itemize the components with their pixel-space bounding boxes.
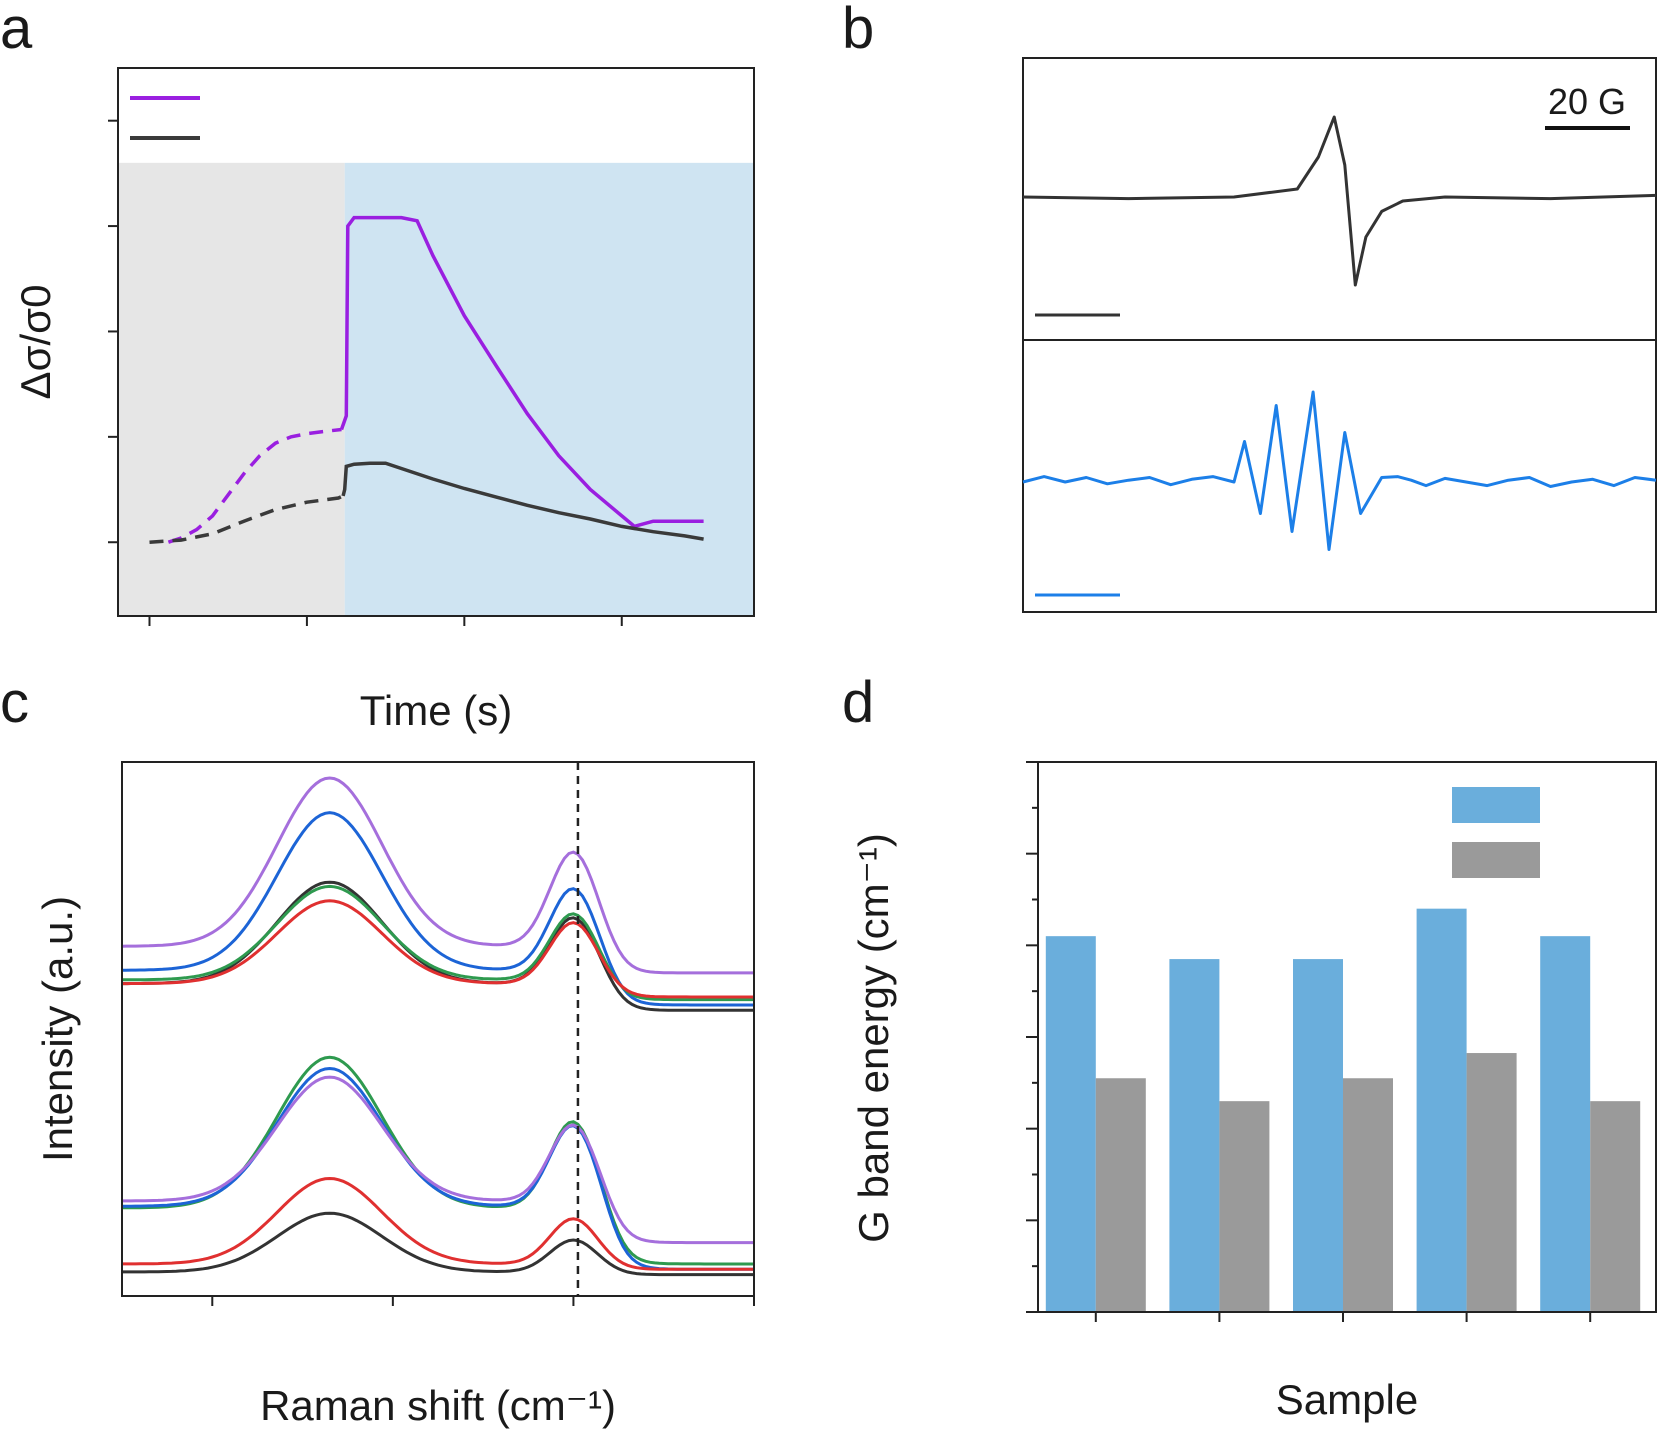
series-line-thick-film-dashed	[149, 494, 344, 544]
bar-in-ar-sample-3	[1343, 1078, 1393, 1312]
panel-d-xlabel: Sample	[1276, 1376, 1418, 1423]
panel-a-ylabel: Δσ/σ0	[12, 285, 59, 400]
raman-spectrum-ar-1	[121, 776, 754, 975]
raman-spectrum-ar-3	[122, 880, 754, 1012]
bar-in-air-sample-1	[1045, 936, 1096, 1312]
scale-bar-label: 20 G	[1548, 81, 1626, 122]
panel-label-a: a	[0, 0, 33, 61]
series-line-cation-radical	[1022, 115, 1657, 287]
panel-b-bottom-frame	[1022, 339, 1657, 613]
legend-swatch	[1452, 787, 1540, 823]
panel-c-chart: Raman shift (cm⁻¹) Intensity (a.u.)	[34, 761, 755, 1429]
series-line-ultrathin-film	[339, 215, 704, 529]
panel-a-chart: Time (s) Δσ/σ0	[12, 67, 755, 734]
raman-spectrum-ar-4	[122, 884, 754, 1002]
bar-in-ar-sample-2	[1219, 1101, 1270, 1312]
panel-b-chart: 20 G	[1022, 57, 1657, 613]
raman-spectrum-air-4	[122, 1176, 754, 1271]
panel-c-xlabel: Raman shift (cm⁻¹)	[260, 1382, 616, 1429]
bar-in-air-sample-5	[1540, 936, 1591, 1312]
raman-spectrum-air-5	[122, 1211, 754, 1277]
panel-c-frame	[121, 761, 755, 1297]
raman-spectrum-ar-2	[122, 811, 754, 1007]
raman-spectrum-air-2	[122, 1066, 754, 1271]
raman-spectrum-air-3	[122, 1075, 754, 1245]
raman-spectrum-ar-5	[122, 899, 754, 999]
panel-c-ylabel: Intensity (a.u.)	[34, 896, 81, 1162]
bar-in-ar-sample-1	[1095, 1078, 1146, 1312]
bar-in-air-sample-3	[1293, 959, 1343, 1312]
bar-in-ar-sample-4	[1466, 1053, 1517, 1312]
legend-swatch	[1452, 842, 1540, 878]
panel-label-b: b	[842, 0, 874, 61]
panel-label-c: c	[0, 670, 29, 735]
panel-label-d: d	[842, 670, 874, 735]
panel-d-ylabel: G band energy (cm⁻¹)	[850, 833, 897, 1243]
panel-d-chart: Sample G band energy (cm⁻¹)	[850, 761, 1657, 1423]
bar-in-ar-sample-5	[1590, 1101, 1641, 1312]
series-line-thick-film	[341, 461, 704, 541]
series-line-dmpo-ooh	[1022, 390, 1657, 551]
raman-spectrum-air-1	[122, 1055, 754, 1266]
bar-in-air-sample-2	[1169, 959, 1220, 1312]
region-vacuum	[118, 162, 345, 616]
series-line-ultrathin-film-dashed	[167, 427, 342, 544]
region-oxygen	[344, 162, 754, 616]
bar-in-air-sample-4	[1416, 908, 1467, 1312]
panel-a-xlabel: Time (s)	[360, 687, 512, 734]
panel-a-frame	[117, 67, 755, 617]
